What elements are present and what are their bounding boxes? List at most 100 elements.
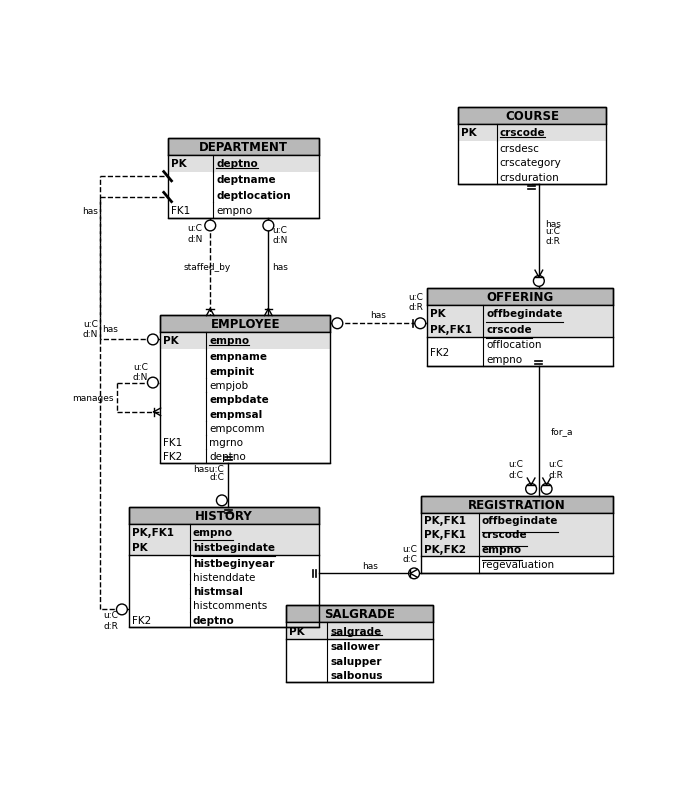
Text: FK1: FK1 xyxy=(163,437,182,448)
Text: offbegindate: offbegindate xyxy=(482,515,558,525)
Text: histbegindate: histbegindate xyxy=(193,543,275,553)
Text: empno: empno xyxy=(216,206,252,216)
Bar xyxy=(286,606,433,683)
Bar xyxy=(421,513,613,556)
Bar xyxy=(286,606,433,622)
Text: crscode: crscode xyxy=(500,128,545,138)
Text: FK2: FK2 xyxy=(163,452,182,461)
Circle shape xyxy=(408,569,420,579)
Bar xyxy=(160,315,331,332)
Bar xyxy=(458,107,606,184)
Circle shape xyxy=(263,221,274,232)
Text: empbdate: empbdate xyxy=(209,395,269,405)
Text: mgrno: mgrno xyxy=(209,437,243,448)
Text: PK: PK xyxy=(289,626,305,636)
Bar xyxy=(458,142,606,184)
Text: REGISTRATION: REGISTRATION xyxy=(469,498,566,511)
Circle shape xyxy=(148,378,158,388)
Bar xyxy=(458,107,606,124)
Text: empno: empno xyxy=(486,354,522,365)
Text: has: has xyxy=(371,310,386,319)
Text: PK: PK xyxy=(170,159,186,169)
Bar xyxy=(129,585,319,598)
Bar xyxy=(168,139,319,218)
Text: deptlocation: deptlocation xyxy=(216,190,290,200)
Text: empno: empno xyxy=(209,336,249,346)
Bar xyxy=(427,289,613,367)
Text: PK,FK1: PK,FK1 xyxy=(132,527,174,537)
Text: empinit: empinit xyxy=(209,367,254,376)
Circle shape xyxy=(526,484,537,495)
Text: crscategory: crscategory xyxy=(500,158,562,168)
Text: regevaluation: regevaluation xyxy=(482,560,554,569)
Circle shape xyxy=(541,484,552,495)
Text: u:C
d:R: u:C d:R xyxy=(545,226,560,246)
Text: crsduration: crsduration xyxy=(500,172,560,183)
Bar xyxy=(168,156,319,172)
Text: OFFERING: OFFERING xyxy=(486,290,554,303)
Text: salbonus: salbonus xyxy=(331,670,383,680)
Text: has: has xyxy=(273,262,288,271)
Bar xyxy=(160,379,331,392)
Text: manages: manages xyxy=(72,393,113,402)
Text: u:C
d:N: u:C d:N xyxy=(83,319,98,339)
Text: offbegindate: offbegindate xyxy=(486,309,562,318)
Text: empcomm: empcomm xyxy=(209,423,264,433)
Text: SALGRADE: SALGRADE xyxy=(324,607,395,620)
Text: PK,FK1: PK,FK1 xyxy=(424,515,466,525)
Text: PK,FK1: PK,FK1 xyxy=(431,325,473,334)
Text: empname: empname xyxy=(209,351,267,362)
Circle shape xyxy=(148,334,158,346)
Text: u:C
d:R: u:C d:R xyxy=(408,293,424,312)
Text: salupper: salupper xyxy=(331,656,382,666)
Bar xyxy=(160,349,331,379)
Text: u:C
d:N: u:C d:N xyxy=(133,363,148,382)
Circle shape xyxy=(117,604,128,615)
Text: EMPLOYEE: EMPLOYEE xyxy=(210,318,280,330)
Bar xyxy=(286,639,433,683)
Text: has: has xyxy=(101,325,117,334)
Text: deptno: deptno xyxy=(209,452,246,461)
Text: staffed_by: staffed_by xyxy=(183,262,230,271)
Text: u:C
d:R: u:C d:R xyxy=(548,460,563,479)
Text: has: has xyxy=(545,221,561,229)
Bar xyxy=(160,422,331,435)
Text: u:C
d:N: u:C d:N xyxy=(273,225,288,245)
Bar xyxy=(168,139,319,156)
Bar xyxy=(427,289,613,306)
Text: u:C
d:C: u:C d:C xyxy=(402,544,417,563)
Text: has: has xyxy=(82,207,98,216)
Text: DEPARTMENT: DEPARTMENT xyxy=(199,140,288,153)
Text: histenddate: histenddate xyxy=(193,573,255,583)
Bar xyxy=(129,555,319,571)
Circle shape xyxy=(332,318,343,330)
Text: sallower: sallower xyxy=(331,642,380,651)
Bar xyxy=(458,124,606,142)
Text: salgrade: salgrade xyxy=(331,626,382,636)
Bar xyxy=(129,598,319,612)
Bar xyxy=(421,496,613,513)
Bar xyxy=(421,556,613,573)
Text: d:C: d:C xyxy=(209,472,224,481)
Text: crscode: crscode xyxy=(482,529,527,540)
Text: deptno: deptno xyxy=(193,615,235,625)
Text: u:C
d:C: u:C d:C xyxy=(509,460,523,479)
Text: histbeginyear: histbeginyear xyxy=(193,558,274,568)
Text: deptname: deptname xyxy=(216,175,276,185)
Bar xyxy=(168,172,319,203)
Text: empno: empno xyxy=(482,544,522,554)
Bar xyxy=(129,525,319,555)
Text: PK: PK xyxy=(132,543,148,553)
Bar xyxy=(160,315,331,463)
Text: hasu:C: hasu:C xyxy=(193,464,224,474)
Circle shape xyxy=(415,318,426,330)
Bar xyxy=(421,496,613,573)
Text: PK: PK xyxy=(462,128,477,138)
Circle shape xyxy=(205,221,216,232)
Bar xyxy=(129,612,319,628)
Text: crscode: crscode xyxy=(486,325,532,334)
Text: histmsal: histmsal xyxy=(193,586,243,597)
Text: deptno: deptno xyxy=(216,159,258,169)
Text: empmsal: empmsal xyxy=(209,409,262,419)
Text: HISTORY: HISTORY xyxy=(195,509,253,523)
